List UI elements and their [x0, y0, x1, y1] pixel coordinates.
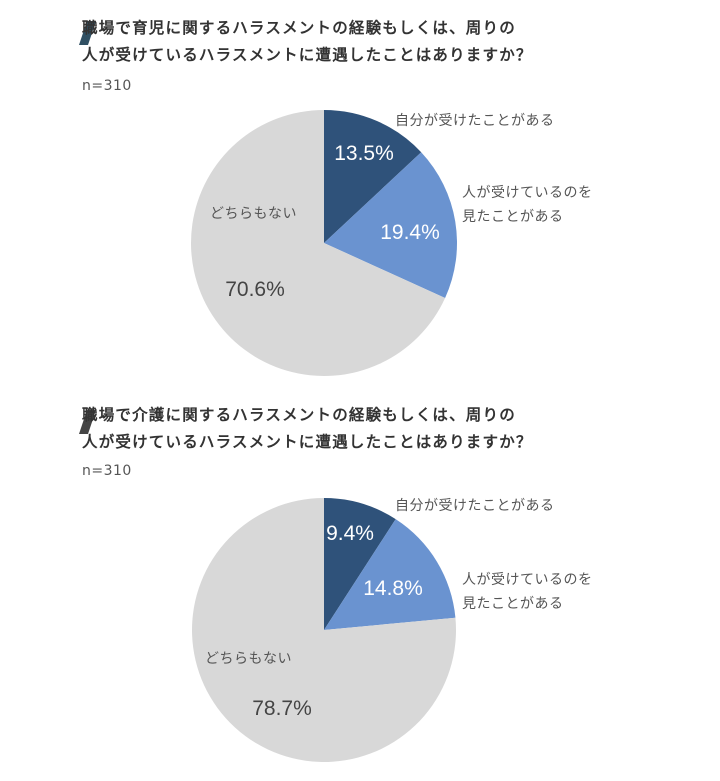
- chart-2-value-none: 78.7%: [252, 697, 312, 720]
- chart-1-value-self: 13.5%: [334, 142, 394, 165]
- chart-2-label-none: どちらもない: [205, 651, 292, 667]
- chart-2-title-line-2: 人が受けているハラスメントに遭遇したことはありますか？: [82, 433, 533, 451]
- chart-1-label-seen: 人が受けているのを 見たことがある: [462, 181, 593, 229]
- chart-1-label-seen-line-1: 人が受けているのを: [462, 185, 593, 201]
- chart-2-title: 職場で介護に関するハラスメントの経験もしくは、周りの 人が受けているハラスメント…: [82, 402, 533, 456]
- chart-1-label-seen-line-2: 見たことがある: [462, 209, 564, 225]
- chart-1-pie: 13.5% 19.4% 70.6%: [191, 110, 458, 376]
- chart-2-slice-self: [324, 498, 396, 630]
- chart-1-slice-seen: [324, 152, 458, 299]
- chart-1-label-none: どちらもない: [210, 206, 297, 222]
- chart-1-slice-none: [191, 110, 446, 376]
- chart-1-title-line-1: 職場で育児に関するハラスメントの経験もしくは、周りの: [82, 19, 516, 37]
- chart-2-title-line-1: 職場で介護に関するハラスメントの経験もしくは、周りの: [82, 406, 516, 424]
- chart-2-label-seen-line-2: 見たことがある: [462, 596, 564, 612]
- chart-1-title: 職場で育児に関するハラスメントの経験もしくは、周りの 人が受けているハラスメント…: [82, 15, 533, 69]
- chart-2-pie: 9.4% 14.8% 78.7%: [192, 498, 457, 762]
- title-slash-icon: [79, 21, 96, 45]
- chart-2-value-self: 9.4%: [326, 522, 374, 545]
- chart-1-label-self: 自分が受けたことがある: [395, 113, 555, 129]
- chart-1-slice-self: [324, 110, 422, 243]
- chart-2-value-seen: 14.8%: [363, 577, 423, 600]
- chart-2-label-seen-line-1: 人が受けているのを: [462, 572, 593, 588]
- chart-1-value-seen: 19.4%: [380, 221, 440, 244]
- chart-2-label-self: 自分が受けたことがある: [395, 498, 555, 514]
- chart-2-sample-size: n=310: [82, 463, 132, 479]
- chart-1-title-line-2: 人が受けているハラスメントに遭遇したことはありますか？: [82, 46, 533, 64]
- chart-2: 職場で介護に関するハラスメントの経験もしくは、周りの 人が受けているハラスメント…: [0, 390, 720, 781]
- chart-2-label-seen: 人が受けているのを 見たことがある: [462, 568, 593, 616]
- title-slash-icon: [79, 410, 96, 434]
- chart-1-sample-size: n=310: [82, 78, 132, 94]
- chart-2-slice-none: [192, 498, 457, 762]
- chart-2-slice-seen: [324, 519, 456, 630]
- chart-1-value-none: 70.6%: [225, 278, 285, 301]
- chart-1: 職場で育児に関するハラスメントの経験もしくは、周りの 人が受けているハラスメント…: [0, 0, 720, 390]
